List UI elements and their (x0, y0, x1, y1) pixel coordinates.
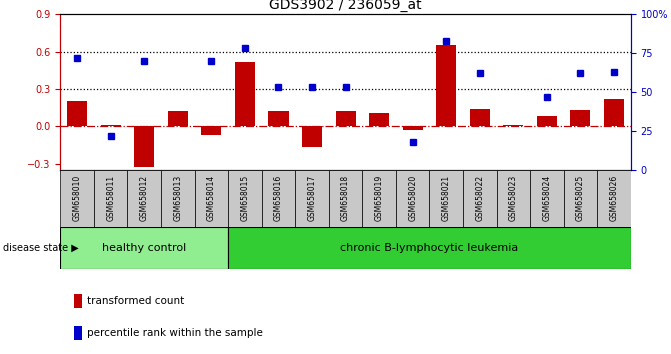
Text: GSM658016: GSM658016 (274, 175, 283, 221)
Bar (604, 99, 624, 126)
Text: GSM658024: GSM658024 (542, 175, 552, 221)
FancyBboxPatch shape (94, 170, 127, 227)
Bar (403, 126, 423, 130)
Text: GSM658012: GSM658012 (140, 175, 149, 221)
Bar (134, 126, 154, 167)
FancyBboxPatch shape (329, 170, 362, 227)
Text: GSM658021: GSM658021 (442, 175, 451, 221)
Text: GSM658025: GSM658025 (576, 175, 585, 221)
Bar (302, 126, 322, 148)
Bar (268, 112, 289, 126)
Title: GDS3902 / 236059_at: GDS3902 / 236059_at (269, 0, 422, 12)
Text: transformed count: transformed count (87, 296, 185, 306)
FancyBboxPatch shape (262, 170, 295, 227)
FancyBboxPatch shape (228, 227, 631, 269)
FancyBboxPatch shape (161, 170, 195, 227)
Text: percentile rank within the sample: percentile rank within the sample (87, 328, 263, 338)
FancyBboxPatch shape (396, 170, 429, 227)
Text: GSM658013: GSM658013 (173, 175, 183, 221)
FancyBboxPatch shape (530, 170, 564, 227)
Bar (436, 45, 456, 126)
Bar (336, 112, 356, 126)
FancyBboxPatch shape (597, 170, 631, 227)
Bar (67, 101, 87, 126)
Bar (470, 109, 490, 126)
Text: GSM658022: GSM658022 (475, 175, 484, 221)
Text: GSM658011: GSM658011 (106, 175, 115, 221)
Bar (537, 116, 557, 126)
FancyBboxPatch shape (60, 227, 228, 269)
Text: GSM658023: GSM658023 (509, 175, 518, 221)
Text: GSM658017: GSM658017 (307, 175, 317, 221)
Bar (168, 112, 188, 126)
FancyBboxPatch shape (362, 170, 396, 227)
FancyBboxPatch shape (127, 170, 161, 227)
FancyBboxPatch shape (463, 170, 497, 227)
FancyBboxPatch shape (564, 170, 597, 227)
Text: GSM658019: GSM658019 (374, 175, 384, 221)
FancyBboxPatch shape (195, 170, 228, 227)
Text: GSM658018: GSM658018 (341, 175, 350, 221)
Text: healthy control: healthy control (102, 243, 187, 253)
Text: GSM658026: GSM658026 (609, 175, 619, 221)
Bar (570, 110, 590, 126)
FancyBboxPatch shape (497, 170, 530, 227)
FancyBboxPatch shape (60, 170, 94, 227)
Text: GSM658014: GSM658014 (207, 175, 216, 221)
FancyBboxPatch shape (429, 170, 463, 227)
Bar (369, 113, 389, 126)
Bar (201, 126, 221, 135)
Text: GSM658020: GSM658020 (408, 175, 417, 221)
Text: GSM658010: GSM658010 (72, 175, 82, 221)
Bar (101, 125, 121, 126)
Text: GSM658015: GSM658015 (240, 175, 250, 221)
Bar (503, 125, 523, 126)
Text: disease state ▶: disease state ▶ (3, 243, 79, 253)
Text: chronic B-lymphocytic leukemia: chronic B-lymphocytic leukemia (340, 243, 519, 253)
FancyBboxPatch shape (228, 170, 262, 227)
FancyBboxPatch shape (295, 170, 329, 227)
Bar (235, 62, 255, 126)
